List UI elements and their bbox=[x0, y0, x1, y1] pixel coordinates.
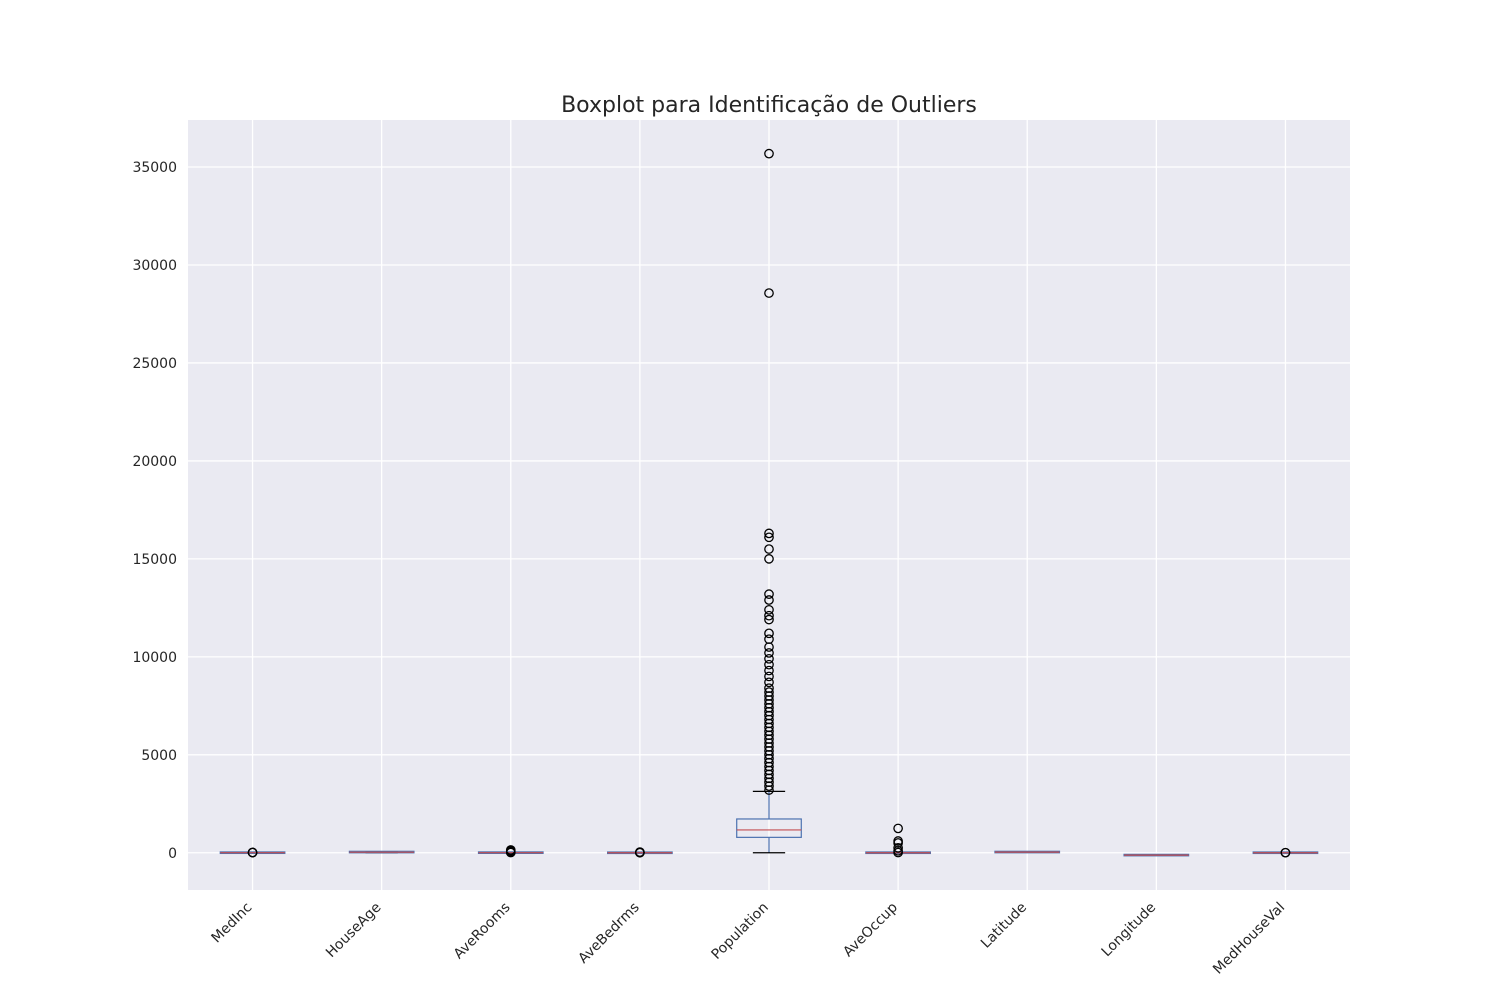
y-tick-label: 30000 bbox=[132, 258, 177, 274]
y-tick-label: 15000 bbox=[132, 552, 177, 568]
outlier-point bbox=[893, 823, 903, 834]
x-tick-label: Longitude bbox=[1099, 900, 1160, 961]
outlier-point bbox=[893, 836, 903, 846]
outlier-point bbox=[1280, 847, 1291, 858]
outlier-point bbox=[764, 595, 774, 605]
y-tick-label: 20000 bbox=[132, 454, 177, 470]
outlier-point bbox=[764, 604, 774, 615]
box-HouseAge bbox=[348, 850, 415, 854]
outlier-point bbox=[764, 614, 774, 625]
box-iqr bbox=[736, 818, 802, 838]
outlier-point bbox=[764, 628, 774, 639]
box-Longitude bbox=[1123, 853, 1190, 857]
x-tick-label: AveBedrms bbox=[575, 900, 642, 967]
outlier-point bbox=[764, 634, 774, 645]
y-tick-label: 25000 bbox=[132, 356, 177, 372]
x-tick-labels: MedInc HouseAge AveRooms AveBedrms Populatio… bbox=[209, 899, 1289, 977]
box-AveRooms bbox=[477, 845, 544, 858]
x-tick-label: AveRooms bbox=[451, 900, 514, 963]
outlier-point bbox=[764, 544, 774, 554]
x-tick-label: MedInc bbox=[209, 900, 256, 947]
boxes-layer bbox=[219, 148, 1319, 858]
outlier-point bbox=[247, 847, 258, 858]
outlier-point bbox=[764, 532, 774, 543]
box-MedHouseVal bbox=[1252, 847, 1319, 858]
x-tick-label: HouseAge bbox=[323, 900, 384, 961]
x-tick-label: Latitude bbox=[978, 900, 1030, 952]
y-tick-label: 10000 bbox=[132, 650, 177, 666]
outlier-point bbox=[764, 665, 774, 676]
chart-title: Boxplot para Identificação de Outliers bbox=[561, 93, 977, 118]
x-tick-label: MedHouseVal bbox=[1210, 900, 1288, 978]
x-tick-label: Population bbox=[708, 900, 771, 963]
box-AveOccup bbox=[865, 823, 931, 858]
x-tick-label: AveOccup bbox=[840, 899, 901, 960]
outlier-point bbox=[764, 677, 774, 688]
box-AveBedrms bbox=[607, 847, 673, 858]
outlier-point bbox=[764, 653, 774, 664]
outlier-point bbox=[764, 554, 774, 564]
outlier-point bbox=[764, 589, 774, 599]
outlier-point bbox=[764, 148, 774, 159]
outlier-point bbox=[764, 687, 774, 697]
outlier-point bbox=[764, 610, 774, 621]
y-tick-labels: 0 5000 10000 15000 20000 25000 30000 35000 bbox=[132, 160, 177, 862]
outlier-point bbox=[764, 671, 774, 682]
outlier-point bbox=[764, 528, 774, 539]
outlier-point bbox=[764, 659, 774, 670]
y-tick-label: 0 bbox=[168, 846, 177, 862]
outlier-point bbox=[505, 845, 516, 855]
outlier-point bbox=[635, 847, 645, 857]
y-tick-label: 5000 bbox=[141, 748, 177, 764]
outlier-point bbox=[893, 843, 903, 853]
outlier-point bbox=[764, 683, 774, 694]
outlier-point bbox=[764, 648, 774, 658]
box-Latitude bbox=[994, 850, 1061, 854]
outlier-point bbox=[764, 288, 774, 298]
box-Population bbox=[736, 148, 802, 854]
y-tick-label: 35000 bbox=[132, 160, 177, 176]
box-MedInc bbox=[219, 847, 286, 858]
